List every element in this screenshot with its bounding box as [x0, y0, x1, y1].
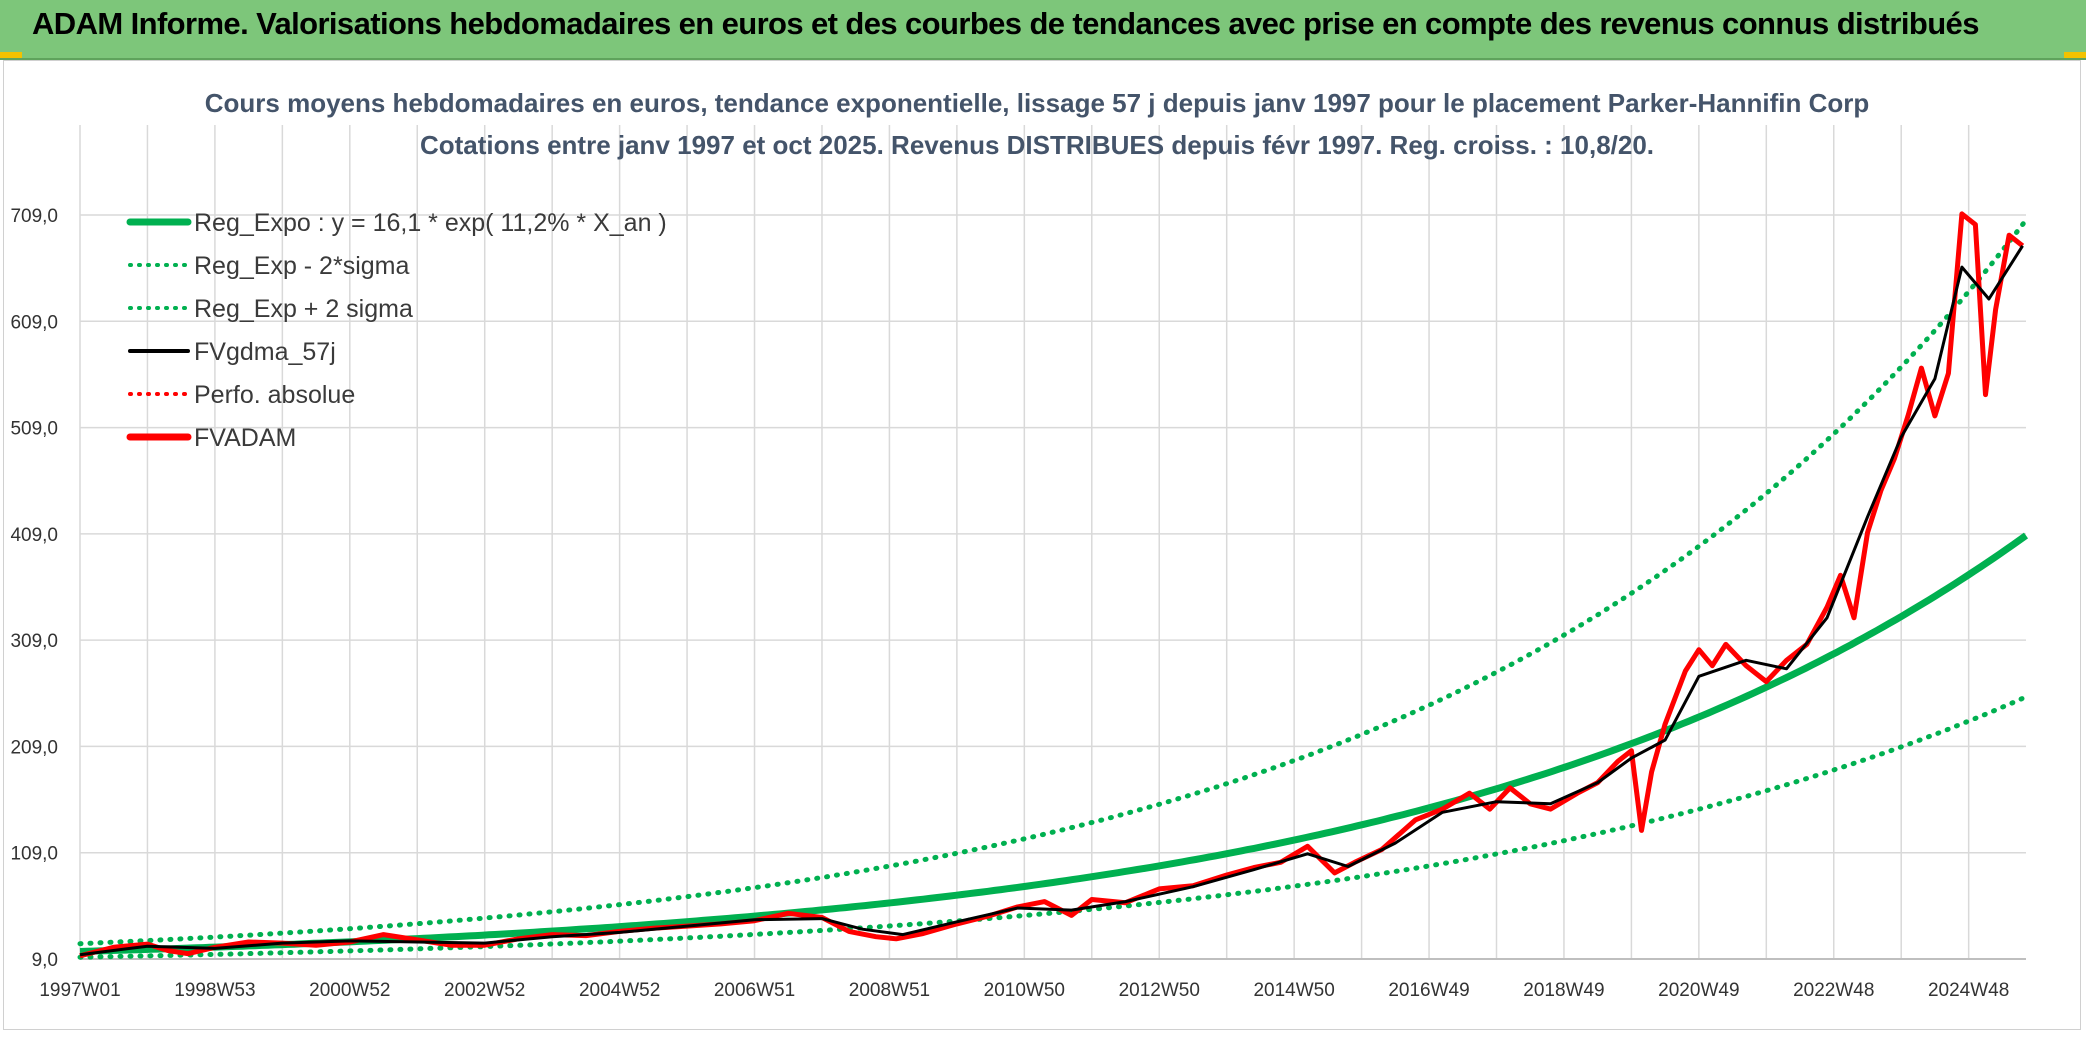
series-line-reg-exp-2-sigma: [77, 694, 2029, 960]
legend-label: Reg_Expo : y = 16,1 * exp( 11,2% * X_an …: [194, 209, 667, 237]
y-axis-labels: 9,0 109,0 209,0 309,0 409,0 509,0 609,0 709,0: [10, 206, 58, 971]
x-tick-label: 2006W51: [714, 980, 795, 1001]
x-tick-label: 2016W49: [1388, 980, 1469, 1001]
x-tick-label: 2008W51: [849, 980, 930, 1001]
grid: [79, 125, 2026, 960]
x-tick-label: 2014W50: [1253, 980, 1334, 1001]
y-tick-label: 509,0: [10, 419, 58, 440]
x-tick-label: 2004W52: [579, 980, 660, 1001]
x-tick-label: 2010W50: [984, 980, 1065, 1001]
report-title: ADAM Informe. Valorisations hebdomadaire…: [32, 6, 1979, 41]
y-tick-label: 709,0: [10, 206, 58, 227]
x-tick-label: 2000W52: [309, 980, 390, 1001]
chart-title-line2: Cotations entre janv 1997 et oct 2025. R…: [420, 130, 1654, 160]
x-tick-label: 1998W53: [174, 980, 255, 1001]
legend-label: Perfo. absolue: [194, 381, 355, 409]
y-tick-label: 609,0: [10, 312, 58, 333]
legend-label: FVADAM: [194, 424, 296, 452]
series-line-fvgdma-57j: [79, 244, 2024, 957]
x-axis-labels: 1997W01 1998W53 2000W52 2002W52 2004W52 2006W…: [39, 980, 2009, 1001]
corner-marker: [0, 52, 22, 58]
legend-label: Reg_Exp + 2 sigma: [194, 295, 413, 323]
legend-label: Reg_Exp - 2*sigma: [194, 252, 409, 280]
x-tick-label: 2024W48: [1928, 980, 2009, 1001]
y-tick-label: 9,0: [32, 950, 58, 971]
y-tick-label: 409,0: [10, 525, 58, 546]
series-line-reg-exp-2-sigma: [77, 217, 2029, 947]
series-line-fvadam: [79, 211, 2025, 959]
chart-frame: [3, 60, 2081, 1030]
x-tick-label: 1997W01: [39, 980, 120, 1001]
corner-marker: [2064, 52, 2086, 58]
y-tick-label: 109,0: [10, 844, 58, 865]
y-tick-label: 209,0: [10, 737, 58, 758]
x-tick-label: 2020W49: [1658, 980, 1739, 1001]
header-banner: ADAM Informe. Valorisations hebdomadaire…: [0, 0, 2086, 60]
legend: Reg_Expo : y = 16,1 * exp( 11,2% * X_an …: [126, 209, 667, 452]
x-tick-label: 2012W50: [1119, 980, 1200, 1001]
x-tick-label: 2022W48: [1793, 980, 1874, 1001]
x-tick-label: 2002W52: [444, 980, 525, 1001]
series-line-reg-expo: [79, 532, 2029, 955]
x-tick-label: 2018W49: [1523, 980, 1604, 1001]
legend-label: FVgdma_57j: [194, 338, 336, 366]
chart-title-line1: Cours moyens hebdomadaires en euros, ten…: [205, 88, 1870, 118]
series-layer: [77, 211, 2029, 960]
y-tick-label: 309,0: [10, 631, 58, 652]
